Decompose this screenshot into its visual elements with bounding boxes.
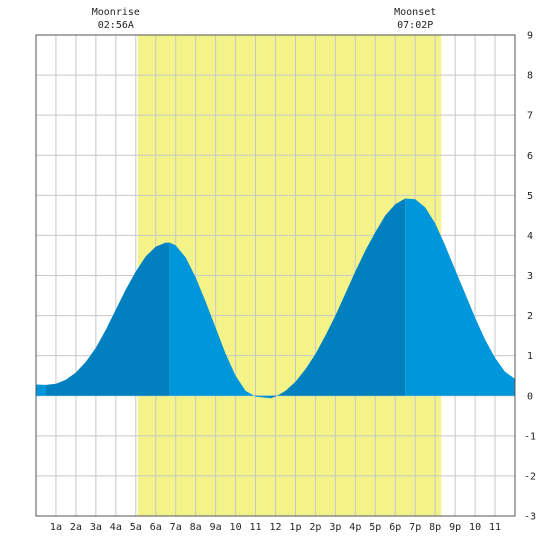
moon-annotation-title: Moonrise	[92, 7, 140, 18]
x-tick-label: 3a	[90, 522, 102, 533]
x-tick-label: 1a	[50, 522, 62, 533]
tide-area-segment	[46, 242, 170, 396]
y-tick-label: 3	[527, 271, 533, 282]
x-tick-label: 2a	[70, 522, 82, 533]
moon-annotation-title: Moonset	[394, 7, 436, 18]
tide-area-layer	[36, 198, 515, 399]
y-tick-label: 0	[527, 391, 533, 402]
x-tick-label: 5a	[130, 522, 142, 533]
tide-area-segment	[169, 242, 271, 399]
x-tick-label: 12	[269, 522, 281, 533]
moon-annotation-time: 02:56A	[98, 20, 134, 31]
tide-area-segment	[270, 198, 406, 399]
x-tick-label: 8a	[190, 522, 202, 533]
x-tick-label: 1p	[289, 522, 301, 533]
x-tick-label: 7p	[409, 522, 421, 533]
x-tick-label: 7a	[170, 522, 182, 533]
y-tick-label: -2	[524, 471, 536, 482]
y-tick-label: 6	[527, 151, 533, 162]
y-tick-label: -1	[524, 431, 536, 442]
x-tick-label: 3p	[329, 522, 341, 533]
x-tick-label: 5p	[369, 522, 381, 533]
x-tick-label: 6p	[389, 522, 401, 533]
tide-area-segment	[36, 384, 46, 396]
plot-frame	[35, 34, 516, 517]
y-tick-label: 1	[527, 351, 533, 362]
x-tick-label: 11	[250, 522, 262, 533]
y-tick-label: -3	[524, 512, 536, 523]
x-tick-label: 2p	[309, 522, 321, 533]
frame-layer	[35, 34, 516, 517]
y-tick-label: 5	[527, 191, 533, 202]
x-tick-label: 8p	[429, 522, 441, 533]
x-tick-label: 10	[469, 522, 481, 533]
y-tick-label: 2	[527, 311, 533, 322]
y-tick-label: 8	[527, 71, 533, 82]
moon-annotation-time: 07:02P	[397, 20, 433, 31]
x-tick-label: 9p	[449, 522, 461, 533]
y-tick-label: 4	[527, 231, 533, 242]
x-tick-label: 9a	[210, 522, 222, 533]
x-tick-label: 4p	[349, 522, 361, 533]
y-tick-label: 7	[527, 111, 533, 122]
x-tick-label: 10	[230, 522, 242, 533]
y-tick-label: 9	[527, 31, 533, 42]
x-tick-label: 4a	[110, 522, 122, 533]
tide-area-segment	[405, 198, 515, 396]
x-tick-label: 11	[489, 522, 501, 533]
x-tick-label: 6a	[150, 522, 162, 533]
